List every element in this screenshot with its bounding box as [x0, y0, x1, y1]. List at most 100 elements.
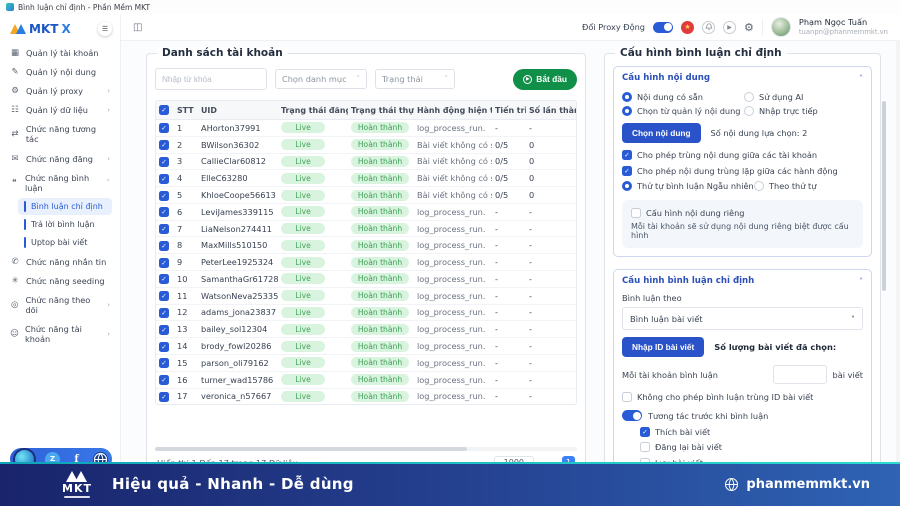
- comment-icon: ❝: [12, 177, 17, 188]
- checkbox-no-dup-post-id[interactable]: ✓ Không cho phép bình luận trùng ID bài …: [622, 392, 863, 402]
- window-scrollbar[interactable]: [896, 41, 900, 506]
- row-checkbox[interactable]: ✓: [159, 291, 169, 302]
- table-row[interactable]: ✓ 8 MaxMills510150 Live Hoàn thành log_p…: [156, 236, 576, 255]
- row-checkbox[interactable]: ✓: [159, 341, 169, 352]
- row-checkbox[interactable]: ✓: [159, 190, 169, 201]
- sidebar-item-chuc-nang-binh-luan[interactable]: ❝ Chức năng bình luận ˅: [0, 168, 120, 197]
- radio-from-content-manager[interactable]: Chọn từ quản lý nội dung: [622, 106, 744, 116]
- comment-by-select[interactable]: Bình luận bài viết ˅: [622, 307, 863, 330]
- comment-target-header[interactable]: Cấu hình bình luận chỉ định ˄: [622, 276, 863, 290]
- enter-post-id-button[interactable]: Nhập ID bài viết: [622, 337, 705, 357]
- comment-by-label: Bình luận theo: [622, 293, 682, 303]
- table-row[interactable]: ✓ 9 PeterLee1925324 Live Hoàn thành log_…: [156, 253, 576, 272]
- sidebar-subitem-binh-luan-chi-dinh[interactable]: Bình luận chỉ định: [18, 198, 112, 216]
- row-checkbox[interactable]: ✓: [159, 173, 169, 184]
- scrollbar-thumb[interactable]: [155, 447, 468, 451]
- table-row[interactable]: ✓ 3 CallieClar60812 Live Hoàn thành Bài …: [156, 153, 576, 171]
- table-row[interactable]: ✓ 17 veronica_n57667 Live Hoàn thành log…: [156, 388, 576, 404]
- interact-toggle[interactable]: [622, 410, 642, 421]
- gear-icon[interactable]: ⚙: [744, 20, 754, 34]
- row-checkbox[interactable]: ✓: [159, 123, 169, 134]
- sidebar-item-quan-ly-proxy[interactable]: ⚙ Quản lý proxy ›: [0, 81, 120, 100]
- table-row[interactable]: ✓ 1 AHorton37991 Live Hoàn thành log_pro…: [156, 119, 576, 137]
- sidebar-item-quan-ly-tai-khoan[interactable]: ▦ Quản lý tài khoản: [0, 43, 120, 62]
- row-checkbox[interactable]: ✓: [159, 324, 169, 335]
- nav-label: Chức năng đăng: [26, 153, 93, 164]
- search-input[interactable]: [155, 68, 267, 90]
- table-row[interactable]: ✓ 2 BWilson36302 Live Hoàn thành Bài viế…: [156, 136, 576, 154]
- table-row[interactable]: ✓ 11 WatsonNeva25335 Live Hoàn thành log…: [156, 287, 576, 305]
- exec-status-badge: Hoàn thành: [351, 340, 409, 352]
- category-select[interactable]: Chọn danh mục ˅: [275, 69, 367, 89]
- row-checkbox[interactable]: ✓: [159, 240, 169, 251]
- radio-direct-input[interactable]: Nhập trực tiếp: [744, 106, 818, 116]
- panel-toggle-icon[interactable]: ◫: [133, 21, 143, 33]
- sidebar-subitem-uptop-bai-viet[interactable]: Uptop bài viết: [18, 234, 112, 251]
- row-checkbox[interactable]: ✓: [159, 140, 169, 151]
- start-button[interactable]: ▶ Bắt đầu: [513, 68, 577, 90]
- interact-before-comment-toggle-row[interactable]: Tương tác trước khi bình luận: [622, 410, 863, 421]
- cell-success: -: [526, 320, 576, 339]
- cell-success: -: [526, 354, 576, 372]
- sidebar-item-chuc-nang-dang[interactable]: ✉ Chức năng đăng ›: [0, 149, 120, 168]
- vietnam-flag-icon[interactable]: ★: [681, 20, 695, 34]
- row-checkbox[interactable]: ✓: [159, 274, 169, 285]
- row-checkbox[interactable]: ✓: [159, 375, 169, 386]
- interact-icon: ⇄: [11, 129, 19, 140]
- sidebar-item-quan-ly-du-lieu[interactable]: ☷ Quản lý dữ liệu ›: [0, 101, 120, 120]
- cell-progress: -: [492, 270, 526, 288]
- panel-scrollbar[interactable]: [882, 101, 886, 291]
- sidebar-item-chuc-nang-tai-khoan[interactable]: ☺ Chức năng tài khoản ›: [0, 320, 120, 349]
- checkbox-private-content[interactable]: ✓ Cấu hình nội dung riêng: [631, 208, 854, 218]
- choose-content-button[interactable]: Chọn nội dung: [622, 123, 701, 143]
- checkbox-repost[interactable]: ✓ Đăng lại bài viết: [640, 442, 863, 452]
- row-checkbox[interactable]: ✓: [159, 307, 169, 318]
- horizontal-scrollbar[interactable]: [155, 447, 577, 451]
- sidebar-item-quan-ly-noi-dung[interactable]: ✎ Quản lý nội dung: [0, 62, 120, 81]
- table-row[interactable]: ✓ 10 SamanthaGr61728 Live Hoàn thành log…: [156, 270, 576, 288]
- table-row[interactable]: ✓ 5 KhloeCoope56613 Live Hoàn thành Bài …: [156, 186, 576, 204]
- table-row[interactable]: ✓ 16 turner_wad15786 Live Hoàn thành log…: [156, 371, 576, 389]
- select-all-checkbox[interactable]: ✓: [159, 105, 169, 115]
- checkbox-allow-dup-accounts[interactable]: ✓ Cho phép trùng nội dung giữa các tài k…: [622, 150, 863, 160]
- comment-target-header-label: Cấu hình bình luận chỉ định: [622, 276, 755, 286]
- table-row[interactable]: ✓ 7 LiaNelson274411 Live Hoàn thành log_…: [156, 220, 576, 238]
- sidebar-item-chuc-nang-tuong-tac[interactable]: ⇄ Chức năng tương tác: [0, 120, 120, 149]
- checkbox-like-post[interactable]: ✓ Thích bài viết: [640, 426, 863, 437]
- radio-order-sequential[interactable]: Theo thứ tự: [754, 181, 816, 191]
- radio-order-random[interactable]: Thứ tự bình luận Ngẫu nhiên: [622, 181, 754, 191]
- table-row[interactable]: ✓ 6 LeviJames339115 Live Hoàn thành log_…: [156, 203, 576, 221]
- row-checkbox[interactable]: ✓: [159, 257, 169, 268]
- table-row[interactable]: ✓ 15 parson_oli79162 Live Hoàn thành log…: [156, 354, 576, 372]
- status-select[interactable]: Trạng thái ˅: [375, 69, 455, 89]
- sidebar-collapse-button[interactable]: ☰: [98, 22, 112, 36]
- sidebar-item-chuc-nang-nhan-tin[interactable]: ✆ Chức năng nhắn tin: [0, 252, 120, 271]
- table-row[interactable]: ✓ 12 adams_jona23837 Live Hoàn thành log…: [156, 304, 576, 322]
- sidebar-item-chuc-nang-theo-doi[interactable]: ◎ Chức năng theo dõi ›: [0, 291, 120, 320]
- radio-use-ai[interactable]: Sử dụng AI: [744, 91, 803, 102]
- content-config-header[interactable]: Cấu hình nội dung ˄: [622, 73, 863, 87]
- cell-uid: MaxMills510150: [198, 236, 278, 255]
- facebook-icon[interactable]: f: [74, 453, 79, 465]
- cell-action: Bài viết không có sẵn: [414, 136, 492, 154]
- bell-icon[interactable]: [702, 20, 716, 34]
- table-row[interactable]: ✓ 13 bailey_sol12304 Live Hoàn thành log…: [156, 320, 576, 339]
- table-row[interactable]: ✓ 14 brody_fowl20286 Live Hoàn thành log…: [156, 337, 576, 355]
- sidebar-subitem-tra-loi-binh-luan[interactable]: Trả lời bình luận: [18, 216, 112, 233]
- table-row[interactable]: ✓ 4 ElleC63280 Live Hoàn thành Bài viết …: [156, 169, 576, 188]
- col-stt: STT: [174, 101, 198, 120]
- user-meta[interactable]: Phạm Ngọc Tuấn tuanpn@phanmemmkt.vn: [799, 17, 888, 36]
- avatar[interactable]: [770, 17, 791, 37]
- row-checkbox[interactable]: ✓: [159, 156, 169, 167]
- per-account-count-input[interactable]: [772, 365, 827, 384]
- row-checkbox[interactable]: ✓: [159, 391, 169, 402]
- row-checkbox[interactable]: ✓: [159, 207, 169, 218]
- play-video-icon[interactable]: ▶: [723, 20, 737, 34]
- row-checkbox[interactable]: ✓: [159, 358, 169, 369]
- proxy-toggle[interactable]: [653, 21, 674, 33]
- checkbox-allow-dup-actions[interactable]: ✓ Cho phép nội dung trùng lặp giữa các h…: [622, 165, 863, 176]
- sidebar-item-chuc-nang-seeding[interactable]: ✳ Chức năng seeding: [0, 272, 120, 291]
- radio-content-available[interactable]: Nội dung có sẵn: [622, 91, 744, 102]
- checkbox-unchecked-icon: ✓: [640, 442, 650, 452]
- row-checkbox[interactable]: ✓: [159, 224, 169, 235]
